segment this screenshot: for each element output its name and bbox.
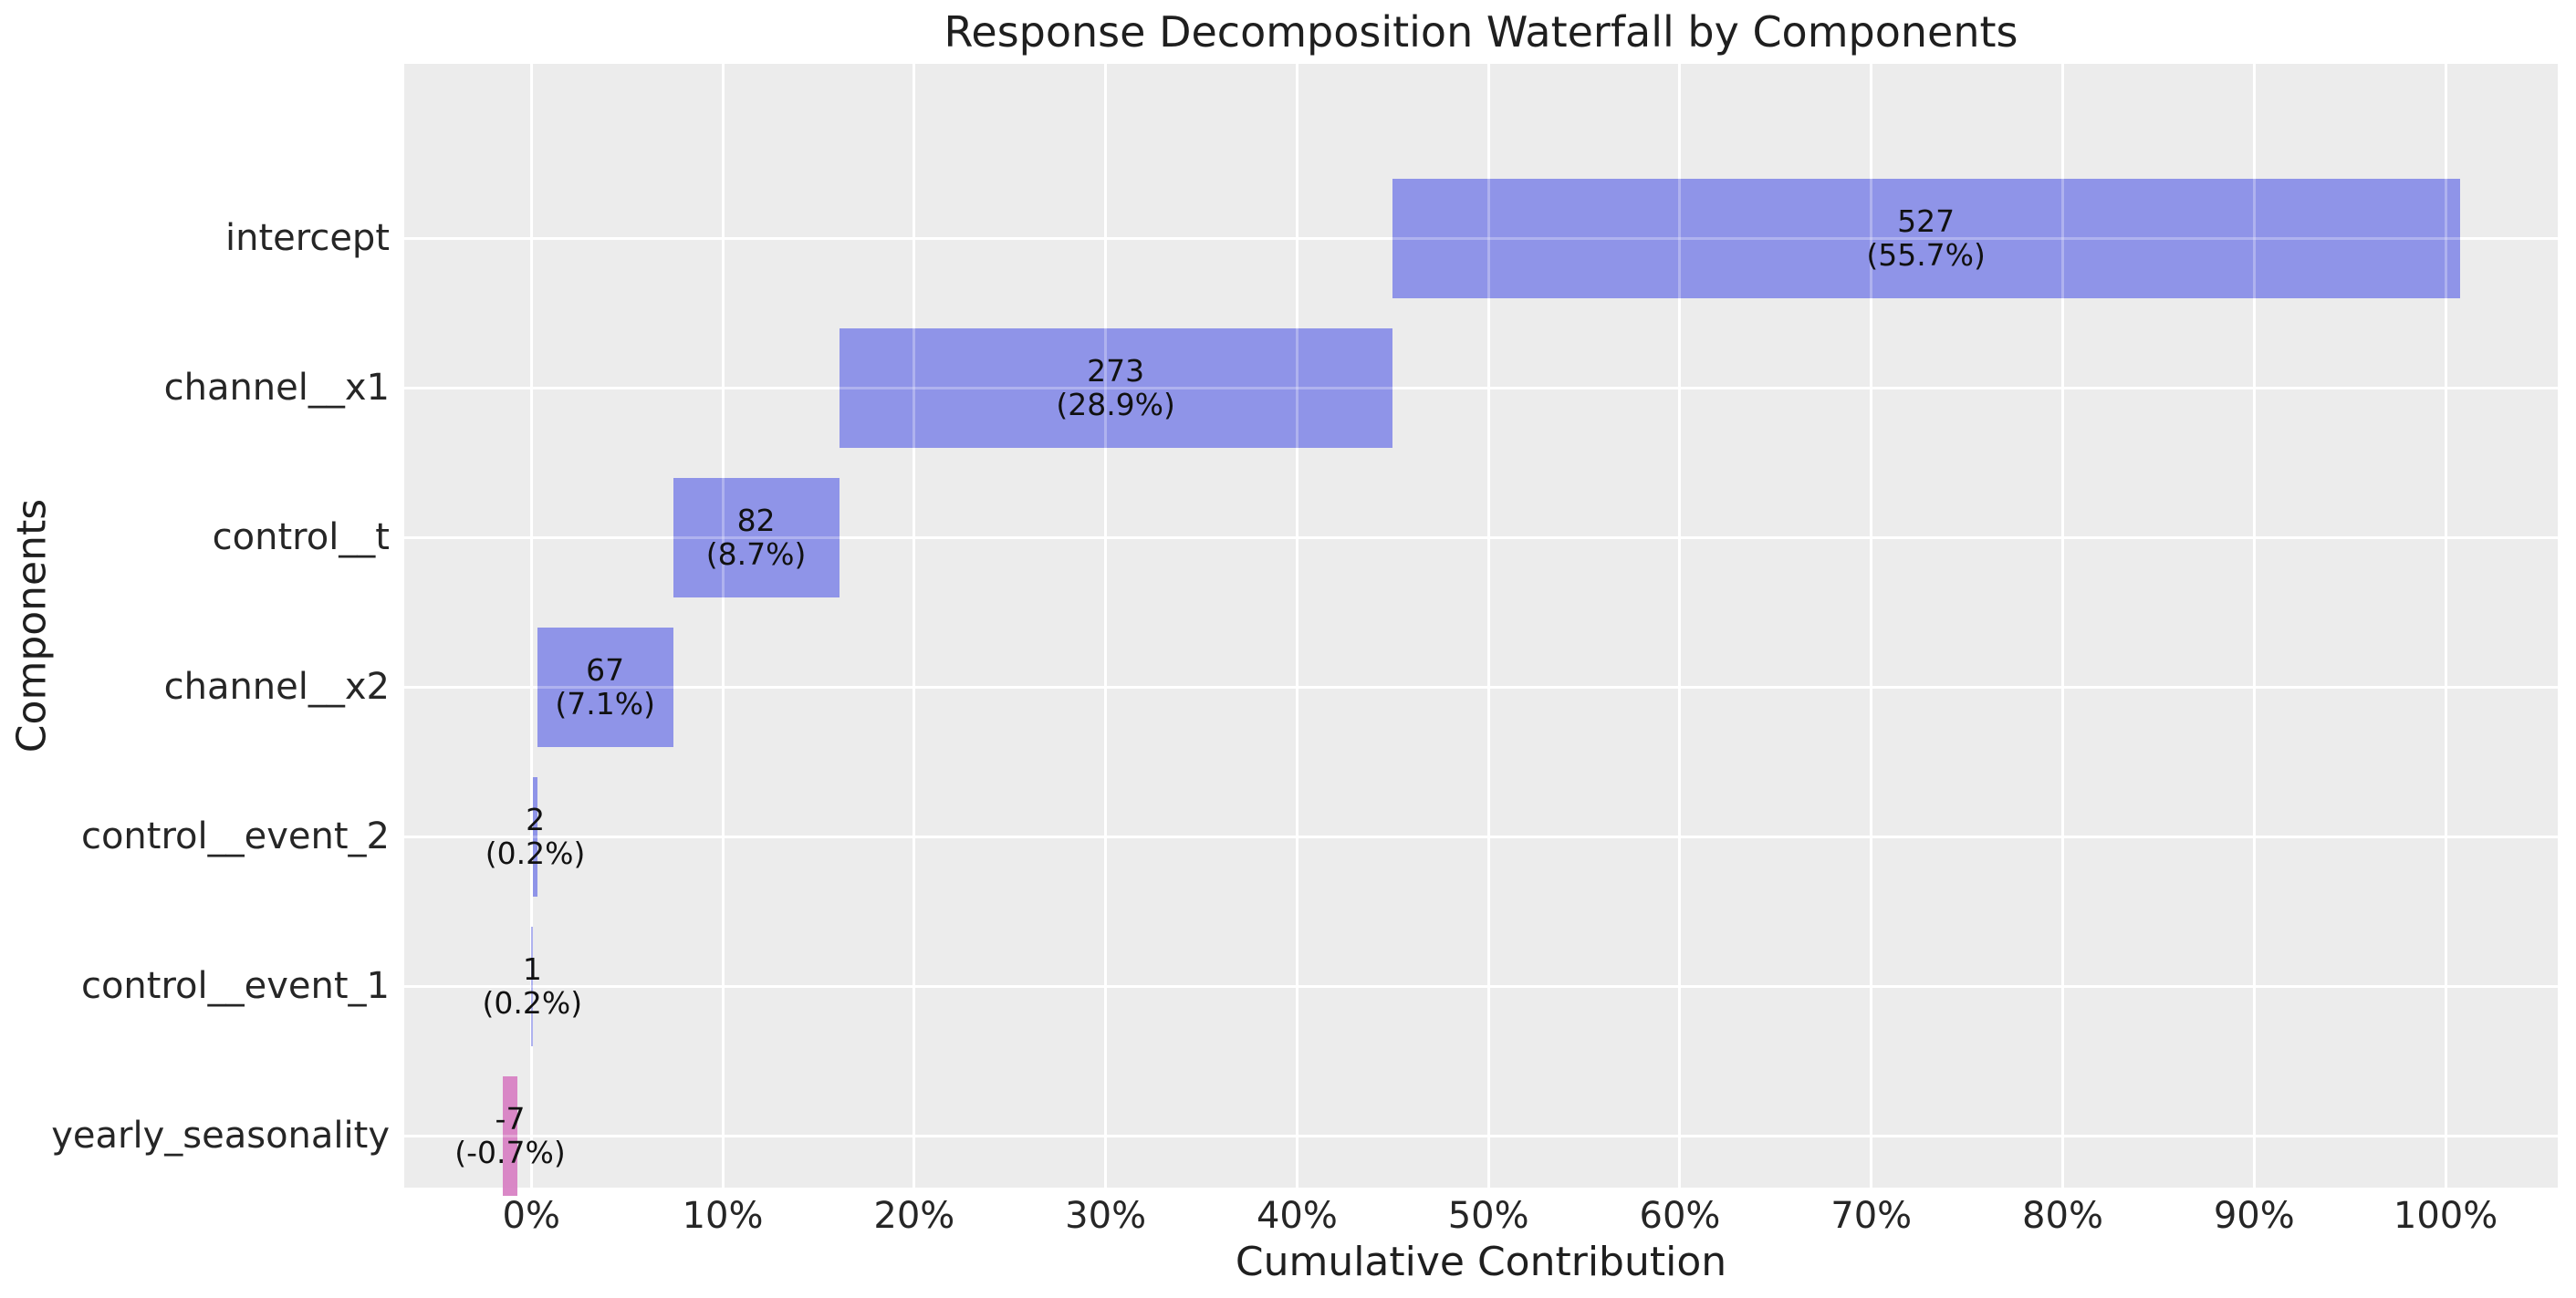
y-gridline xyxy=(404,386,2558,389)
x-gridline xyxy=(2444,64,2447,1188)
x-gridline xyxy=(913,64,916,1188)
x-gridline xyxy=(1870,64,1873,1188)
waterfall-bar xyxy=(1392,178,2460,298)
waterfall-bar xyxy=(531,926,534,1046)
x-gridline xyxy=(1104,64,1108,1188)
waterfall-bar xyxy=(533,776,537,897)
x-gridline xyxy=(1678,64,1682,1188)
y-tick-label: control__t xyxy=(212,516,390,558)
x-tick-label: 40% xyxy=(1256,1195,1338,1237)
x-tick-label: 60% xyxy=(1639,1195,1721,1237)
x-gridline xyxy=(529,64,533,1188)
x-tick-label: 0% xyxy=(502,1195,561,1237)
y-gridline xyxy=(404,835,2558,838)
bar-percent: (55.7%) xyxy=(1866,237,1986,273)
x-gridline xyxy=(1870,64,1873,1188)
x-tick-label: 10% xyxy=(682,1195,764,1237)
plot-area: 527 (55.7%) 273 (28.9%) 82 (8.7%) 67 (7.1%) 2 (0.… xyxy=(404,64,2558,1196)
bar-percent: (8.7%) xyxy=(705,536,807,572)
x-gridline xyxy=(2252,64,2256,1188)
y-tick-label: control__event_1 xyxy=(80,965,390,1007)
x-gridline xyxy=(2444,64,2447,1188)
bar-percent: (0.2%) xyxy=(482,985,583,1021)
x-gridline xyxy=(1486,64,1490,1188)
waterfall-bar xyxy=(537,627,673,747)
x-tick-label: 90% xyxy=(2213,1195,2295,1237)
bar-value: 1 xyxy=(522,951,542,987)
x-tick-label: 50% xyxy=(1447,1195,1529,1237)
x-tick-label: 30% xyxy=(1065,1195,1147,1237)
waterfall-bar xyxy=(839,327,1392,448)
bar-value-label: 273 (28.9%) xyxy=(1056,354,1175,421)
bar-value-label: 82 (8.7%) xyxy=(706,504,807,571)
x-gridline xyxy=(1104,64,1108,1188)
y-gridline xyxy=(404,1134,2558,1137)
x-gridline xyxy=(913,64,916,1188)
x-tick-label: 20% xyxy=(873,1195,955,1237)
x-gridline xyxy=(1295,64,1298,1188)
bar-value: 273 xyxy=(1087,353,1145,389)
x-tick-label: 70% xyxy=(1830,1195,1913,1237)
bar-percent: (28.9%) xyxy=(1056,387,1175,422)
y-gridline xyxy=(404,984,2558,988)
bar-value-label: 527 (55.7%) xyxy=(1866,204,1986,272)
x-gridline xyxy=(721,64,725,1188)
y-gridline xyxy=(404,984,2558,988)
bar-value-label: 2 (0.2%) xyxy=(485,803,586,870)
bar-percent: (-0.7%) xyxy=(454,1135,566,1170)
chart-title: Response Decomposition Waterfall by Comp… xyxy=(944,7,2018,57)
y-tick-label: intercept xyxy=(225,217,390,259)
waterfall-bar xyxy=(673,477,840,597)
waterfall-bar xyxy=(503,1075,517,1196)
y-gridline xyxy=(404,535,2558,539)
x-gridline xyxy=(1486,64,1490,1188)
bar-value: 82 xyxy=(736,503,776,538)
bar-value-label: -7 (-0.7%) xyxy=(454,1102,566,1169)
y-tick-label: yearly_seasonality xyxy=(51,1115,390,1157)
y-gridline xyxy=(404,1134,2558,1137)
x-gridline xyxy=(1295,64,1298,1188)
y-gridline xyxy=(404,685,2558,689)
x-gridline xyxy=(529,64,533,1188)
x-gridline xyxy=(2061,64,2064,1188)
bar-value: 527 xyxy=(1897,203,1955,239)
x-gridline xyxy=(2252,64,2256,1188)
bar-percent: (0.2%) xyxy=(485,836,586,871)
x-tick-label: 80% xyxy=(2022,1195,2103,1237)
x-axis-title: Cumulative Contribution xyxy=(1235,1239,1727,1285)
y-tick-label: channel__x2 xyxy=(163,666,390,708)
x-tick-label: 100% xyxy=(2393,1195,2498,1237)
y-gridline xyxy=(404,236,2558,240)
y-tick-label: channel__x1 xyxy=(163,367,390,409)
bar-value-label: 1 (0.2%) xyxy=(483,952,583,1020)
x-gridline xyxy=(721,64,725,1188)
y-tick-label: control__event_2 xyxy=(80,815,390,857)
bar-value-label: 67 (7.1%) xyxy=(555,653,655,721)
y-gridline xyxy=(404,835,2558,838)
x-gridline xyxy=(1678,64,1682,1188)
y-gridline xyxy=(404,685,2558,689)
bar-value: -7 xyxy=(495,1101,526,1137)
bar-percent: (7.1%) xyxy=(555,686,655,722)
bar-value: 67 xyxy=(586,652,625,688)
y-gridline xyxy=(404,535,2558,539)
y-gridline xyxy=(404,386,2558,389)
bar-value: 2 xyxy=(526,802,546,837)
x-gridline xyxy=(2061,64,2064,1188)
